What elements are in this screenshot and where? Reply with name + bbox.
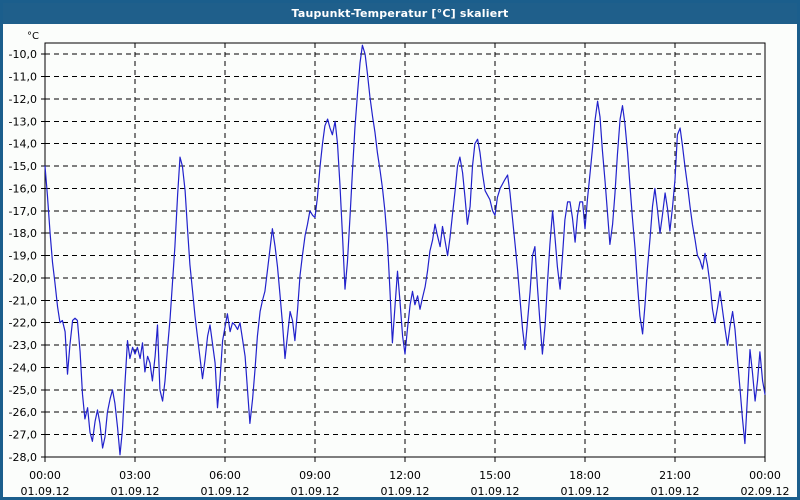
x-tick-date-label: 01.09.12 [381, 485, 430, 497]
x-tick-date-label: 01.09.12 [111, 485, 160, 497]
unit-label: °C [27, 31, 39, 42]
y-tick-label: -25,0 [9, 384, 37, 397]
y-tick-label: -22,0 [9, 317, 37, 330]
x-tick-time-label: 18:00 [569, 469, 601, 482]
y-tick-label: -19,0 [9, 250, 37, 263]
data-series [44, 44, 766, 456]
y-tick-label: -17,0 [9, 205, 37, 218]
y-axis-unit-label: °C [27, 31, 39, 42]
window-title-bar: Taupunkt-Temperatur [°C] skaliert [3, 3, 797, 24]
y-tick-label: -12,0 [9, 93, 37, 106]
y-axis-tick-labels: -10,0 -11,0 -12,0 -13,0 -14,0 -15,0 -16,0 -17,0… [9, 48, 37, 464]
y-tick-label: -16,0 [9, 182, 37, 195]
y-tick-label: -24,0 [9, 361, 37, 374]
y-tick-label: -21,0 [9, 294, 37, 307]
x-tick-date-label: 01.09.12 [471, 485, 520, 497]
x-tick-date-label: 01.09.12 [651, 485, 700, 497]
y-tick-label: -20,0 [9, 272, 37, 285]
y-tick-label: -11,0 [9, 71, 37, 84]
x-tick-time-label: 03:00 [119, 469, 151, 482]
x-tick-date-label: 01.09.12 [21, 485, 70, 497]
series-line [44, 44, 766, 456]
x-axis-tick-labels: 00:00 01.09.12 03:00 01.09.12 06:00 01.09.12 0… [21, 469, 790, 497]
tick-marks [41, 53, 766, 462]
x-tick-time-label: 00:00 [749, 469, 781, 482]
y-tick-label: -10,0 [9, 48, 37, 61]
x-tick-date-label: 02.09.12 [741, 485, 790, 497]
x-tick-time-label: 21:00 [659, 469, 691, 482]
y-tick-label: -14,0 [9, 138, 37, 151]
x-tick-date-label: 01.09.12 [291, 485, 340, 497]
window-title: Taupunkt-Temperatur [°C] skaliert [291, 7, 509, 20]
chart-canvas: -10,0 -11,0 -12,0 -13,0 -14,0 -15,0 -16,0 -17,0… [3, 24, 797, 497]
y-tick-label: -27,0 [9, 429, 37, 442]
x-tick-time-label: 00:00 [29, 469, 61, 482]
x-tick-time-label: 12:00 [389, 469, 421, 482]
x-tick-date-label: 01.09.12 [201, 485, 250, 497]
x-tick-time-label: 09:00 [299, 469, 331, 482]
y-tick-label: -18,0 [9, 227, 37, 240]
x-tick-time-label: 15:00 [479, 469, 511, 482]
y-tick-label: -28,0 [9, 451, 37, 464]
x-tick-time-label: 06:00 [209, 469, 241, 482]
dewpoint-line-chart: -10,0 -11,0 -12,0 -13,0 -14,0 -15,0 -16,0 -17,0… [9, 31, 790, 497]
x-tick-date-label: 01.09.12 [561, 485, 610, 497]
y-tick-label: -13,0 [9, 115, 37, 128]
y-tick-label: -15,0 [9, 160, 37, 173]
y-tick-label: -26,0 [9, 406, 37, 419]
grid-lines [45, 43, 765, 458]
y-tick-label: -23,0 [9, 339, 37, 352]
